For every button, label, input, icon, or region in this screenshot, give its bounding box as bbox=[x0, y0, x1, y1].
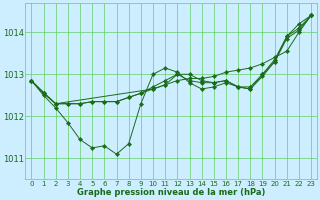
X-axis label: Graphe pression niveau de la mer (hPa): Graphe pression niveau de la mer (hPa) bbox=[77, 188, 266, 197]
